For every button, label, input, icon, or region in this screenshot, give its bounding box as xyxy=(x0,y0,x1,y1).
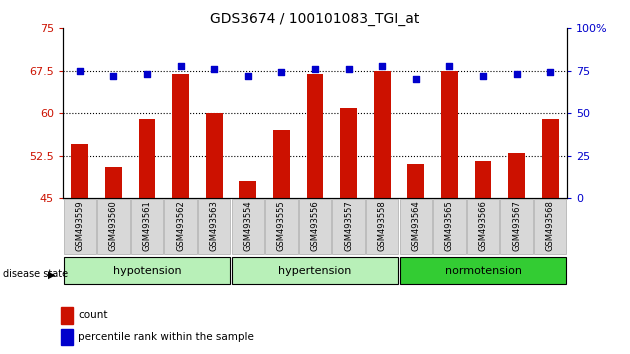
Bar xyxy=(441,71,458,198)
Text: GSM493556: GSM493556 xyxy=(311,200,319,251)
FancyBboxPatch shape xyxy=(433,199,466,254)
FancyBboxPatch shape xyxy=(299,199,331,254)
Bar xyxy=(374,71,391,198)
Point xyxy=(512,72,522,77)
Text: hypertension: hypertension xyxy=(278,266,352,276)
Text: GSM493560: GSM493560 xyxy=(109,200,118,251)
Text: GSM493562: GSM493562 xyxy=(176,200,185,251)
Point xyxy=(277,70,287,75)
Text: GSM493564: GSM493564 xyxy=(411,200,420,251)
Bar xyxy=(71,144,88,198)
FancyBboxPatch shape xyxy=(97,199,130,254)
FancyBboxPatch shape xyxy=(399,199,432,254)
FancyBboxPatch shape xyxy=(64,257,231,284)
Text: percentile rank within the sample: percentile rank within the sample xyxy=(78,332,254,342)
Text: GSM493565: GSM493565 xyxy=(445,200,454,251)
Bar xyxy=(474,161,491,198)
Bar xyxy=(542,119,559,198)
Point xyxy=(209,66,219,72)
Text: GSM493554: GSM493554 xyxy=(243,200,252,251)
FancyBboxPatch shape xyxy=(399,257,566,284)
Text: ▶: ▶ xyxy=(48,269,55,279)
Point xyxy=(545,70,555,75)
Bar xyxy=(273,130,290,198)
FancyBboxPatch shape xyxy=(332,199,365,254)
Point xyxy=(411,76,421,82)
Text: GSM493559: GSM493559 xyxy=(76,200,84,251)
Text: disease state: disease state xyxy=(3,269,68,279)
Bar xyxy=(340,108,357,198)
Text: GSM493555: GSM493555 xyxy=(277,200,286,251)
Bar xyxy=(139,119,156,198)
Text: count: count xyxy=(78,310,108,320)
FancyBboxPatch shape xyxy=(500,199,533,254)
Text: hypotension: hypotension xyxy=(113,266,181,276)
FancyBboxPatch shape xyxy=(198,199,231,254)
Bar xyxy=(61,307,72,324)
Point xyxy=(142,72,152,77)
Bar xyxy=(172,74,189,198)
Bar xyxy=(239,181,256,198)
Bar xyxy=(508,153,525,198)
FancyBboxPatch shape xyxy=(265,199,298,254)
Text: GSM493557: GSM493557 xyxy=(344,200,353,251)
Text: GSM493561: GSM493561 xyxy=(142,200,151,251)
FancyBboxPatch shape xyxy=(231,199,264,254)
Point xyxy=(444,63,454,69)
FancyBboxPatch shape xyxy=(534,199,566,254)
FancyBboxPatch shape xyxy=(366,199,399,254)
Text: GSM493567: GSM493567 xyxy=(512,200,521,251)
Title: GDS3674 / 100101083_TGI_at: GDS3674 / 100101083_TGI_at xyxy=(210,12,420,26)
Bar xyxy=(105,167,122,198)
Point xyxy=(377,63,387,69)
FancyBboxPatch shape xyxy=(467,199,500,254)
Text: normotension: normotension xyxy=(445,266,522,276)
Point xyxy=(176,63,186,69)
Bar xyxy=(307,74,323,198)
Point xyxy=(108,73,118,79)
Text: GSM493558: GSM493558 xyxy=(378,200,387,251)
FancyBboxPatch shape xyxy=(130,199,163,254)
Text: GSM493566: GSM493566 xyxy=(479,200,488,251)
Text: GSM493563: GSM493563 xyxy=(210,200,219,251)
Point xyxy=(310,66,320,72)
FancyBboxPatch shape xyxy=(164,199,197,254)
Text: GSM493568: GSM493568 xyxy=(546,200,554,251)
FancyBboxPatch shape xyxy=(64,199,96,254)
Point xyxy=(75,68,85,74)
Bar xyxy=(61,329,72,345)
Point xyxy=(343,66,353,72)
FancyBboxPatch shape xyxy=(232,257,398,284)
Point xyxy=(243,73,253,79)
Point xyxy=(478,73,488,79)
Bar xyxy=(408,164,424,198)
Bar xyxy=(206,113,222,198)
